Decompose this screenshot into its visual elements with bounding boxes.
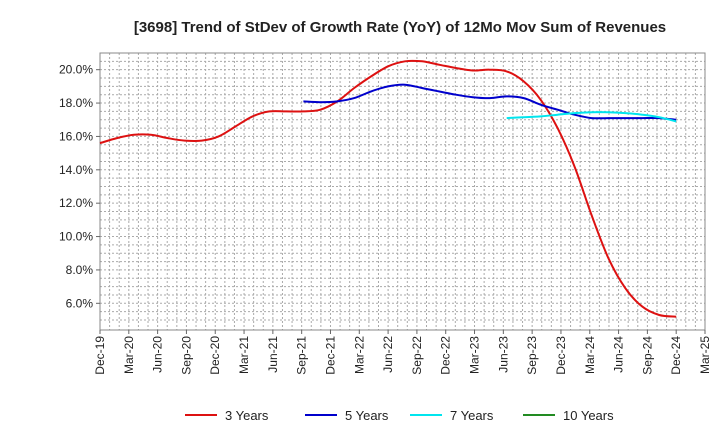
y-tick-label: 18.0% bbox=[59, 96, 93, 110]
x-tick-label: Dec-23 bbox=[554, 336, 568, 375]
x-tick-label: Dec-24 bbox=[669, 336, 683, 375]
y-tick-label: 8.0% bbox=[66, 263, 94, 277]
x-tick-label: Sep-20 bbox=[179, 336, 193, 375]
x-tick-label: Sep-23 bbox=[525, 336, 539, 375]
x-tick-label: Dec-22 bbox=[439, 336, 453, 375]
x-tick-label: Mar-22 bbox=[352, 336, 366, 374]
x-tick-label: Mar-23 bbox=[468, 336, 482, 374]
y-tick-label: 10.0% bbox=[59, 230, 93, 244]
x-tick-label: Jun-22 bbox=[381, 336, 395, 373]
y-tick-label: 12.0% bbox=[59, 196, 93, 210]
legend-label: 3 Years bbox=[225, 408, 269, 423]
y-axis-ticks: 6.0% 8.0% 10.0% 12.0% 14.0% 16.0% 18.0% 20.0% bbox=[59, 63, 100, 310]
chart-title: [3698] Trend of StDev of Growth Rate (Yo… bbox=[134, 19, 666, 36]
x-tick-label: Dec-20 bbox=[208, 336, 222, 375]
x-tick-label: Mar-20 bbox=[122, 336, 136, 374]
grid bbox=[100, 53, 705, 330]
series-line-5-years bbox=[303, 83, 677, 121]
x-axis-ticks: Dec-19 Mar-20 Jun-20 Sep-20 Dec-20 Mar-21 Jun-… bbox=[93, 330, 712, 375]
x-tick-label: Jun-21 bbox=[266, 336, 280, 373]
x-tick-label: Sep-24 bbox=[640, 336, 654, 375]
series-line-7-years bbox=[506, 111, 677, 123]
series-lines bbox=[99, 59, 677, 318]
legend-label: 7 Years bbox=[450, 408, 494, 423]
y-tick-label: 16.0% bbox=[59, 129, 93, 143]
x-tick-label: Jun-20 bbox=[151, 336, 165, 373]
legend-label: 5 Years bbox=[345, 408, 389, 423]
x-tick-label: Jun-23 bbox=[496, 336, 510, 373]
x-tick-label: Sep-22 bbox=[410, 336, 424, 375]
legend: 3 Years 5 Years 7 Years 10 Years bbox=[185, 408, 614, 423]
y-tick-label: 14.0% bbox=[59, 163, 93, 177]
y-tick-label: 6.0% bbox=[66, 296, 94, 310]
legend-label: 10 Years bbox=[563, 408, 614, 423]
y-tick-label: 20.0% bbox=[59, 63, 93, 77]
x-tick-label: Dec-19 bbox=[93, 336, 107, 375]
x-tick-label: Mar-25 bbox=[698, 336, 712, 374]
x-tick-label: Dec-21 bbox=[323, 336, 337, 375]
x-tick-label: Mar-24 bbox=[583, 336, 597, 374]
x-tick-label: Jun-24 bbox=[612, 336, 626, 373]
series-line-3-years bbox=[99, 59, 677, 318]
plot-frame bbox=[99, 52, 706, 331]
x-tick-label: Sep-21 bbox=[295, 336, 309, 375]
x-tick-label: Mar-21 bbox=[237, 336, 251, 374]
